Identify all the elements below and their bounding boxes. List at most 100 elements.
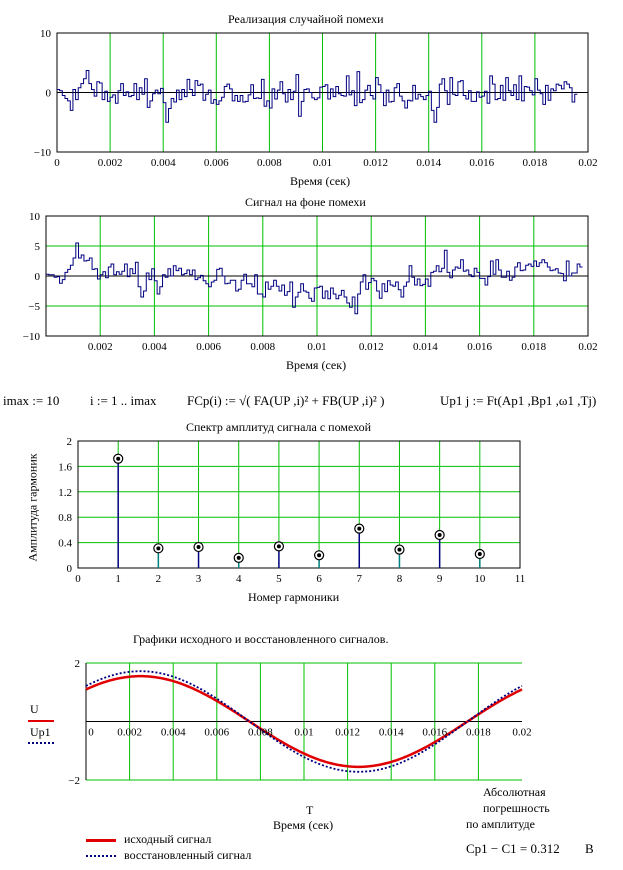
- result-unit: В: [585, 841, 594, 856]
- original-series: [85, 674, 523, 769]
- x-tick-label: 8: [397, 573, 403, 585]
- y-tick-label: 2: [67, 436, 73, 448]
- spectrum-marker-dot: [276, 544, 281, 549]
- spectrum-marker: [153, 543, 164, 554]
- y-tick-label: 0.4: [58, 538, 72, 550]
- x-tick-label: 0.002: [117, 727, 142, 739]
- spectrum-marker-dot: [437, 532, 442, 537]
- x-tick-label: 0.014: [413, 341, 438, 353]
- formula-range: i := 1 .. imax: [90, 393, 157, 408]
- result-caption-2: погрешность: [483, 801, 550, 815]
- chart4-ylabel-u: U: [30, 702, 39, 716]
- y-tick-label: −5: [28, 301, 40, 313]
- signal-series: [46, 242, 583, 315]
- result-caption-1: Абсолютная: [483, 785, 546, 799]
- x-tick-label: 0.018: [523, 157, 548, 169]
- chart3-ylabel: Амплитуда гармоник: [25, 453, 40, 562]
- x-tick-label: 0.002: [88, 341, 113, 353]
- plot-frame: [45, 215, 589, 337]
- ylabel-u-line: [28, 720, 54, 722]
- x-tick-label: 1: [115, 573, 121, 585]
- x-tick-label: 0.02: [578, 157, 597, 169]
- formula-fcp: FCp(i) := √( FA(UP ,i)² + FB(UP ,i)² ): [187, 393, 385, 408]
- x-tick-label: 0.01: [313, 157, 332, 169]
- chart4-xvar: T: [306, 803, 314, 817]
- plot-frame: [56, 32, 589, 153]
- x-tick-label: 0.018: [521, 341, 546, 353]
- x-tick-label: 0: [75, 573, 81, 585]
- signal-series: [57, 69, 578, 123]
- result-caption-3: по амплитуде: [466, 817, 535, 831]
- y-tick-label: 1.6: [58, 461, 72, 473]
- x-tick-label: 10: [474, 573, 486, 585]
- x-tick-label: 0.016: [422, 727, 447, 739]
- formula-up1: Up1 j := Ft(Ap1 ,Bp1 ,ω1 ,Tj): [440, 393, 597, 408]
- x-tick-label: 0.012: [335, 727, 360, 739]
- x-tick-label: 11: [515, 573, 526, 585]
- x-tick-label: 0.01: [294, 727, 313, 739]
- y-tick-label: 0: [46, 88, 52, 100]
- spectrum-marker: [193, 541, 204, 553]
- spectrum-marker-dot: [196, 545, 201, 550]
- x-tick-label: 0.004: [151, 157, 176, 169]
- spectrum-marker: [474, 548, 485, 560]
- spectrum-marker-dot: [357, 526, 362, 531]
- x-tick-label: 0.012: [359, 341, 384, 353]
- chart1-title: Реализация случайной помехи: [228, 12, 384, 26]
- spectrum-marker-dot: [477, 552, 482, 557]
- spectrum-marker: [354, 523, 365, 534]
- chart4-xlabel: Время (сек): [273, 818, 334, 832]
- spectrum-marker-dot: [397, 547, 402, 552]
- spectrum-marker: [273, 541, 285, 552]
- spectrum-marker-dot: [236, 555, 241, 560]
- spectrum-marker-dot: [156, 546, 161, 551]
- legend-original-line: [86, 839, 116, 842]
- x-tick-label: 0.01: [307, 341, 326, 353]
- chart2-title: Сигнал на фоне помехи: [245, 195, 366, 209]
- y-tick-label: −2: [68, 775, 80, 787]
- chart2-xlabel: Время (сек): [286, 358, 347, 372]
- spectrum-marker-dot: [116, 456, 121, 461]
- x-tick-label: 4: [236, 573, 242, 585]
- x-tick-label: 0: [88, 727, 94, 739]
- spectrum-marker: [313, 550, 325, 561]
- result-expression: Cp1 − C1 = 0.312: [466, 841, 560, 856]
- x-tick-label: 0.006: [204, 727, 229, 739]
- x-tick-label: 0.002: [98, 157, 123, 169]
- spectrum-marker: [113, 453, 124, 464]
- legend-original-label: исходный сигнал: [124, 832, 212, 846]
- x-tick-label: 5: [276, 573, 282, 585]
- x-tick-label: 0.012: [363, 157, 388, 169]
- y-tick-label: 10: [40, 28, 52, 40]
- spectrum-marker-dot: [317, 553, 322, 558]
- ylabel-up1-line: [28, 742, 54, 744]
- chart1-xlabel: Время (сек): [290, 174, 351, 188]
- x-tick-label: 0.008: [248, 727, 273, 739]
- spectrum-marker: [233, 552, 244, 563]
- chart4-ylabel-up1: Up1: [30, 725, 51, 739]
- y-tick-label: 0: [67, 563, 73, 575]
- legend-restored-line: [86, 855, 116, 857]
- y-tick-label: 2: [75, 658, 81, 670]
- legend-restored-label: восстановленный сигнал: [124, 848, 252, 862]
- x-tick-label: 6: [316, 573, 322, 585]
- x-tick-label: 0.016: [467, 341, 492, 353]
- x-tick-label: 9: [437, 573, 443, 585]
- chart3-xlabel: Номер гармоники: [248, 590, 340, 604]
- restored-series: [85, 670, 523, 773]
- x-tick-label: 0.008: [250, 341, 275, 353]
- y-tick-label: −10: [23, 331, 41, 343]
- x-tick-label: 0.014: [416, 157, 441, 169]
- x-tick-label: 0.02: [578, 341, 597, 353]
- x-tick-label: 0.014: [379, 727, 404, 739]
- spectrum-marker: [394, 544, 405, 555]
- plot-frame: [77, 440, 521, 569]
- x-tick-label: 0: [54, 157, 60, 169]
- x-tick-label: 0.008: [257, 157, 282, 169]
- y-tick-label: 10: [29, 211, 41, 223]
- y-tick-label: 0.8: [58, 512, 72, 524]
- x-tick-label: 7: [357, 573, 363, 585]
- x-tick-label: 0.004: [142, 341, 167, 353]
- y-tick-label: 1.2: [58, 487, 72, 499]
